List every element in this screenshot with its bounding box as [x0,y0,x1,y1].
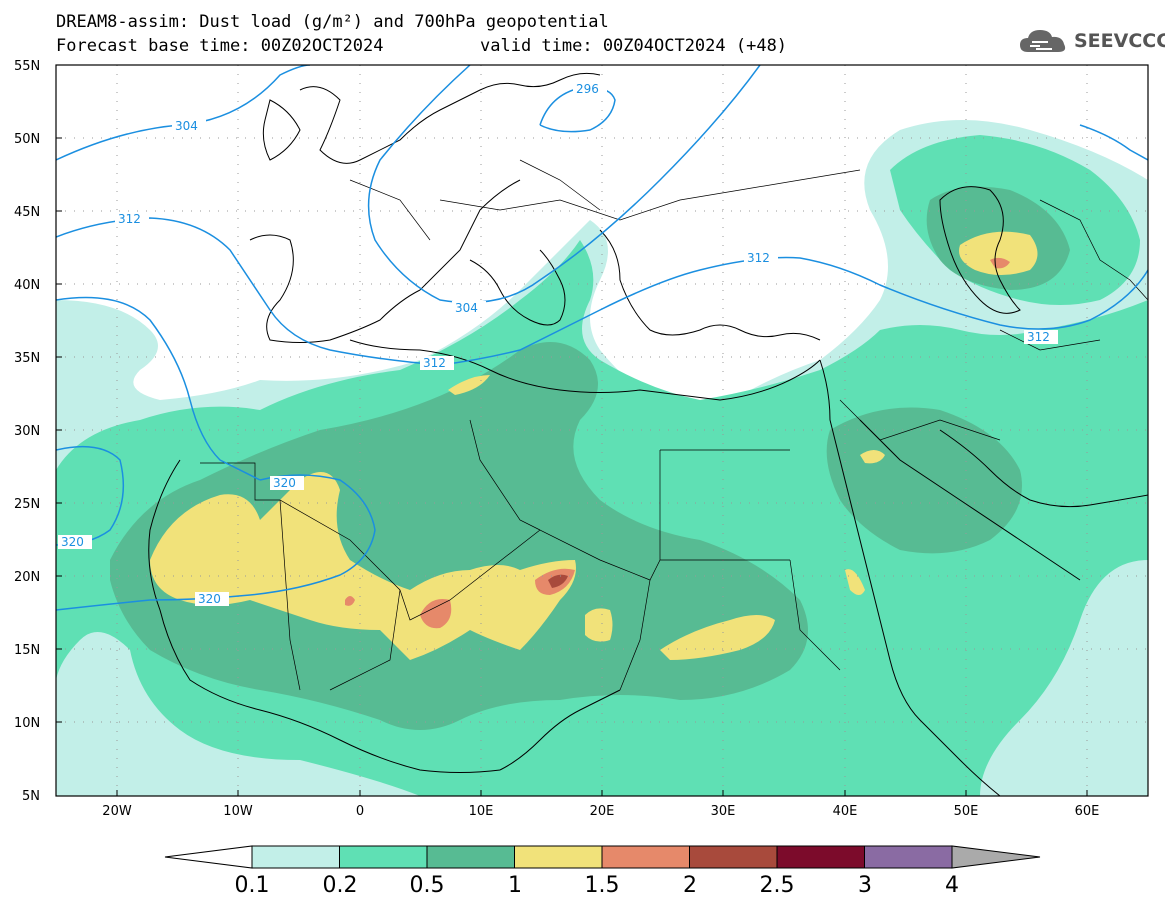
colorbar-swatch [514,845,603,869]
graticule [56,65,1148,796]
cloud-icon [1020,30,1066,52]
dust-level-0.5-east [826,407,1022,554]
contour-label: 296 [576,82,599,96]
dust-level-1-sudan [660,615,775,660]
dust-level-1-tunisia [448,375,490,395]
colorbar-swatch [864,845,953,869]
colorbar-ticks: 0.1 0.2 0.5 1 1.5 2 2.5 3 4 [235,873,960,898]
lon-label: 10E [469,804,494,819]
lon-label: 10W [223,804,253,819]
seevccc-logo: SEEVCCC [1018,26,1165,56]
colorbar-tick: 1.5 [585,873,620,898]
colorbar-swatch [601,845,690,869]
colorbar-swatch [689,845,778,869]
lat-label: 55N [14,59,40,74]
lat-label: 40N [14,278,40,293]
lon-label: 50E [954,804,979,819]
contour-296 [539,86,616,133]
contour-label: 312 [423,356,446,370]
contour-label: 312 [1027,330,1050,344]
colorbar-swatch [776,845,865,869]
lat-label: 5N [22,789,40,804]
contour-label: 320 [198,592,221,606]
colorbar-swatch [426,845,515,869]
colorbar-swatch [339,845,428,869]
geopotential-contours [56,65,1148,611]
lon-label: 20E [590,804,615,819]
axis-ticks [56,64,1088,796]
colorbar-tick: 4 [945,873,959,898]
contour-labels: 296 304 312 304 312 312 312 320 320 320 [58,82,1058,606]
contour-312-sw [56,296,261,481]
colorbar: 0.1 0.2 0.5 1 1.5 2 2.5 3 4 [164,845,1041,898]
contour-304-north [56,65,311,161]
lat-label: 50N [14,132,40,147]
contour-label: 304 [175,119,198,133]
colorbar-tick: 2.5 [760,873,795,898]
colorbar-swatches [251,845,953,869]
lat-label: 15N [14,643,40,658]
dust-level-1-egypt [860,450,885,464]
colorbar-tick: 0.2 [323,873,358,898]
logo-text: SEEVCCC [1074,30,1165,52]
contour-label: 312 [118,212,141,226]
dust-level-0.5 [110,342,808,730]
latitude-labels: 55N 50N 45N 40N 35N 30N 25N 20N 15N 10N … [14,59,40,804]
dust-level-2 [548,574,568,588]
colorbar-tick: 2 [683,873,697,898]
colorbar-tick: 3 [858,873,872,898]
dust-shading [56,120,1148,796]
lat-label: 25N [14,497,40,512]
valid-time: valid time: 00Z04OCT2024 (+48) [480,36,788,56]
colorbar-tick: 0.1 [235,873,270,898]
dust-level-1 [150,472,576,660]
contour-312-ne [1079,124,1148,161]
dust-level-1-caspian [959,231,1038,275]
contour-320-mid [56,474,376,611]
colorbar-tick: 0.5 [410,873,445,898]
colorbar-over-arrow [951,845,1041,869]
lat-label: 45N [14,205,40,220]
lon-label: 60E [1075,804,1100,819]
colorbar-swatch [251,845,340,869]
lat-label: 20N [14,570,40,585]
map-title: DREAM8-assim: Dust load (g/m²) and 700hP… [56,12,609,32]
contour-label: 320 [61,535,84,549]
lon-label: 40E [833,804,858,819]
colorbar-tick: 1 [508,873,522,898]
dust-level-1-chad [585,608,613,642]
dust-level-1-redsea [845,569,865,595]
lat-label: 30N [14,424,40,439]
coastlines [148,72,1148,796]
forecast-base-time: Forecast base time: 00Z02OCT2024 [56,36,384,56]
lat-label: 35N [14,351,40,366]
longitude-labels: 20W 10W 0 10E 20E 30E 40E 50E 60E [102,804,1099,819]
lon-label: 0 [356,804,364,819]
colorbar-under-arrow [164,845,253,869]
contour-312-west [56,217,1148,366]
contour-label: 320 [273,476,296,490]
lon-label: 20W [102,804,132,819]
lon-label: 30E [711,804,736,819]
contour-label: 304 [455,301,478,315]
lat-label: 10N [14,716,40,731]
contour-label: 312 [747,251,770,265]
